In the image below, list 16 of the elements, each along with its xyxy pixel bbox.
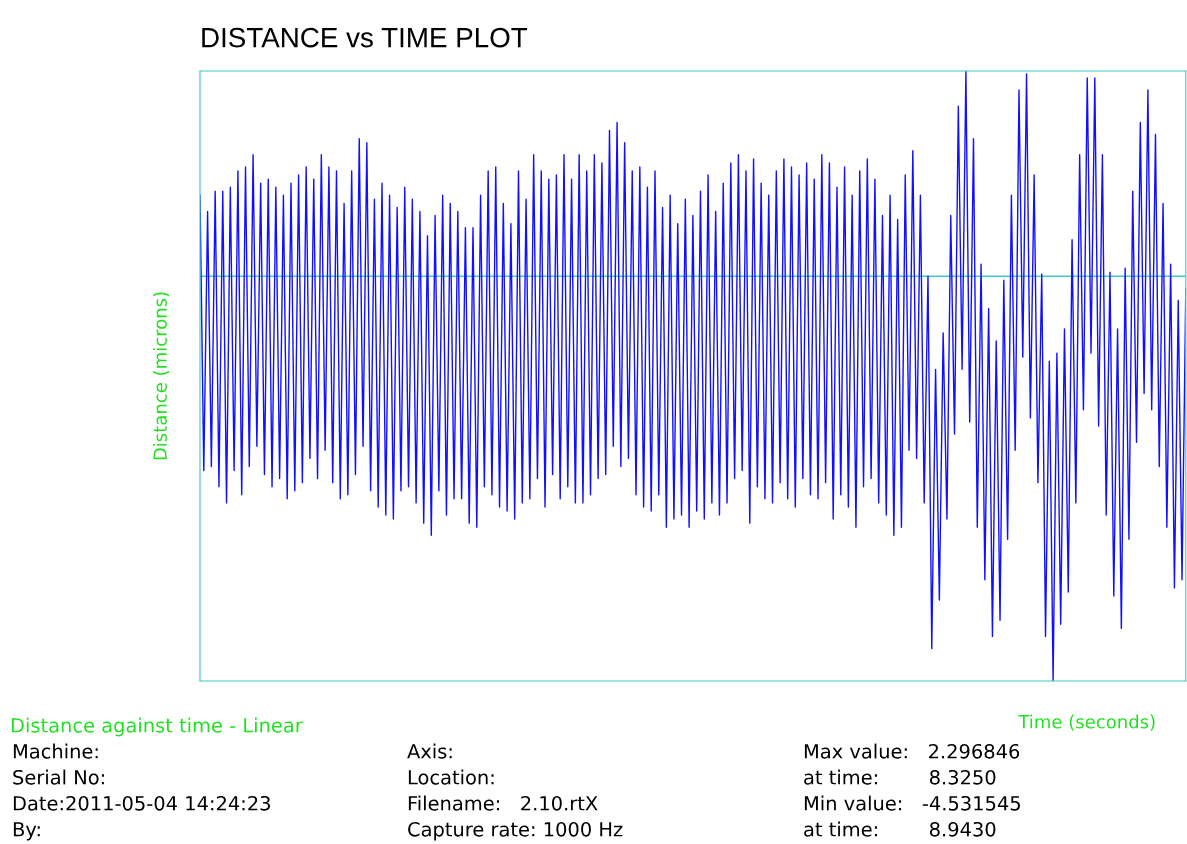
text: Machine: (13, 743, 98, 759)
text: Date:2011-05-04 14:24:23 (13, 795, 270, 811)
x-axis-title: Time (seconds) (1018, 714, 1155, 731)
text: Location: (408, 769, 494, 785)
text: Capture rate: 1000 Hz (408, 821, 623, 841)
text: at time: 8.3250 (804, 769, 996, 785)
text: By: (13, 822, 40, 841)
text: Min value: -4.531545 (804, 795, 1020, 811)
chart-title: DISTANCE vs TIME PLOT (202, 27, 528, 48)
text: Axis: (407, 743, 452, 759)
text: Distance against time - Linear (11, 717, 303, 737)
text: Max value: 2.296846 (804, 743, 1020, 759)
y-axis-title: Distance (microns) (152, 292, 170, 460)
text: at time: 8.9430 (804, 821, 996, 837)
text: Filename: 2.10.rtX (408, 795, 598, 811)
text: Serial No: (13, 769, 104, 785)
